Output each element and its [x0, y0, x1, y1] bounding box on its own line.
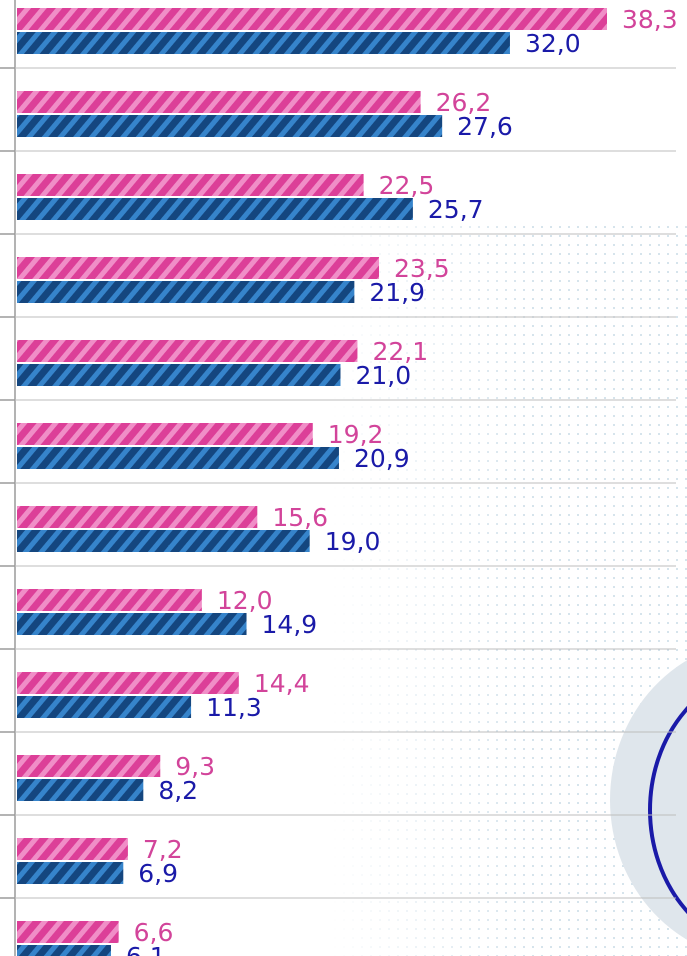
value-label: 11,3 — [206, 693, 262, 722]
bar — [17, 281, 355, 303]
bar — [17, 589, 202, 611]
value-label: 6,6 — [134, 918, 174, 947]
value-label: 9,3 — [175, 752, 215, 781]
value-label: 25,7 — [428, 195, 484, 224]
bar — [17, 530, 310, 552]
bar — [17, 364, 341, 386]
bar — [17, 779, 144, 801]
bar — [17, 91, 421, 113]
value-label: 27,6 — [457, 112, 513, 141]
bar — [17, 257, 380, 279]
value-label: 38,3 — [622, 5, 678, 34]
value-label: 6,9 — [138, 859, 178, 888]
bar — [17, 921, 119, 943]
bar — [17, 506, 258, 528]
bar — [17, 423, 313, 445]
bar — [17, 340, 358, 362]
value-label: 19,0 — [325, 527, 381, 556]
bar — [17, 862, 124, 884]
photo-ring — [648, 705, 687, 915]
bar — [17, 613, 247, 635]
value-label: 19,2 — [328, 420, 384, 449]
value-label: 23,5 — [394, 254, 450, 283]
bar — [17, 32, 510, 54]
value-label: 22,5 — [379, 171, 435, 200]
value-label: 12,0 — [217, 586, 273, 615]
value-label: 8,2 — [158, 776, 198, 805]
bar — [17, 672, 239, 694]
bar — [17, 115, 443, 137]
bar — [17, 755, 161, 777]
value-label: 21,9 — [369, 278, 425, 307]
rows: 38,3 32,0 26,227,6 22,525,7 23,521,9 22,121,0… — [0, 5, 678, 956]
background-fade — [330, 220, 530, 956]
value-label: 21,0 — [355, 361, 411, 390]
bar — [17, 838, 128, 860]
value-label: 22,1 — [372, 337, 428, 366]
bar — [17, 447, 339, 469]
value-label: 14,9 — [262, 610, 318, 639]
bar — [17, 8, 607, 30]
value-label: 7,2 — [143, 835, 183, 864]
value-label: 20,9 — [354, 444, 410, 473]
bar — [17, 696, 192, 718]
bar — [17, 945, 111, 956]
value-label: 14,4 — [254, 669, 310, 698]
value-label: 26,2 — [436, 88, 492, 117]
value-label: 15,6 — [272, 503, 328, 532]
bar — [17, 198, 413, 220]
value-label: 6,1 — [126, 942, 166, 956]
value-label: 32,0 — [525, 29, 581, 58]
bar — [17, 174, 364, 196]
